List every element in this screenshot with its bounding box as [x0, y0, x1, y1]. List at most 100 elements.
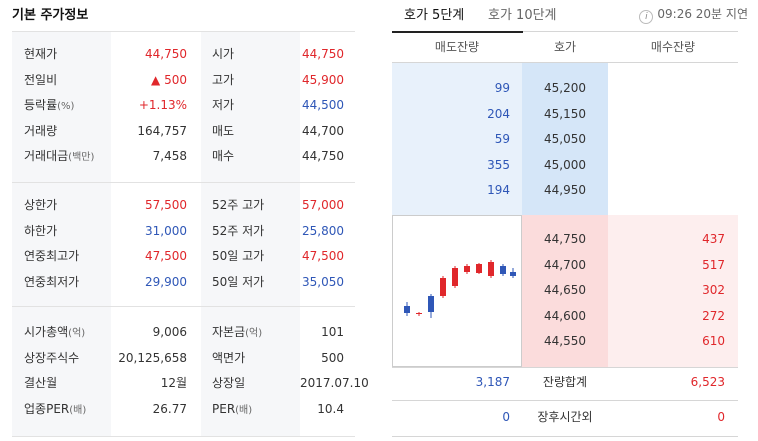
info-label: PER(배): [212, 397, 252, 423]
label-column-bg: [12, 183, 111, 306]
info-row: 상장주식수 20,125,658 액면가 500: [12, 346, 355, 371]
info-label: 연중최고가: [24, 244, 79, 270]
delay-notice: i 09:26 20분 지연: [639, 5, 748, 24]
info-label: 상한가: [24, 193, 57, 219]
info-value: 10.4: [317, 401, 344, 416]
info-value: 26.77: [152, 401, 187, 416]
bid-price[interactable]: 44,550: [544, 334, 586, 348]
info-icon[interactable]: i: [639, 10, 654, 24]
label-text: 연중최저가: [24, 274, 80, 289]
delay-text: 09:26 20분 지연: [657, 7, 748, 21]
bid-qty: 437: [702, 232, 725, 246]
info-value: 101: [321, 325, 344, 339]
label-unit: (배): [235, 404, 253, 416]
tab-orderbook-5[interactable]: 호가 5단계: [404, 8, 465, 23]
tab-orderbook-10[interactable]: 호가 10단계: [488, 8, 557, 23]
info-label: 50일 고가: [212, 244, 264, 270]
info-value: 57,500: [145, 198, 187, 212]
bid-qty: 517: [702, 257, 725, 272]
label-text: 52주 저가: [212, 223, 265, 238]
label-column-bg: [201, 183, 300, 306]
candle-body: [464, 266, 470, 272]
info-row: 연중최고가 47,500 50일 고가 47,500: [12, 244, 355, 269]
label-text: 시가총액: [24, 325, 69, 339]
bid-price[interactable]: 44,650: [544, 283, 586, 297]
info-value: 44,700: [302, 123, 344, 138]
label-text: 고가: [212, 72, 235, 87]
info-label: 상장일: [212, 371, 245, 397]
ask-qty: 59: [494, 132, 510, 146]
info-value: 2017.07.10: [300, 376, 369, 390]
label-column-bg: [201, 32, 300, 182]
section-divider: [12, 436, 355, 437]
info-row: 현재가 44,750 시가 44,750: [12, 42, 355, 67]
section-divider: [12, 182, 355, 183]
orderbook-bottom-line: [392, 367, 738, 368]
ask-price[interactable]: 45,050: [544, 132, 586, 146]
info-label: 매도: [212, 119, 234, 145]
section-divider: [12, 306, 355, 307]
label-text: 업종PER: [24, 401, 70, 416]
label-text: 등락률: [24, 98, 58, 112]
bid-price[interactable]: 44,600: [544, 308, 586, 323]
info-value: 47,500: [302, 249, 344, 263]
after-hours-label: 장후시간외: [537, 410, 593, 424]
info-label: 상장주식수: [24, 346, 79, 372]
info-label: 업종PER(배): [24, 397, 86, 423]
basic-stock-info-panel: 기본 주가정보 현재가 44,750 시가 44,750 전일비 ▲ 500 고가 45,90…: [12, 0, 369, 441]
info-value: 500: [321, 350, 344, 365]
info-row: 하한가 31,000 52주 저가 25,800: [12, 219, 355, 244]
info-row: 연중최저가 29,900 50일 저가 35,050: [12, 270, 355, 295]
label-column-bg: [12, 32, 111, 182]
ask-price[interactable]: 45,150: [544, 106, 586, 121]
label-text: 액면가: [212, 350, 246, 365]
ask-qty-bg: [392, 63, 522, 215]
bid-price[interactable]: 44,750: [544, 232, 586, 246]
info-label: 전일비: [24, 68, 57, 94]
info-value: 20,125,658: [118, 350, 187, 365]
label-unit: (%): [57, 101, 75, 112]
info-row: 거래대금(백만) 7,458 매수 44,750: [12, 144, 355, 169]
label-text: 52주 고가: [212, 198, 265, 212]
info-value: 44,750: [145, 47, 187, 61]
info-value: +1.13%: [138, 98, 187, 112]
info-label: 거래대금(백만): [24, 144, 94, 170]
info-row: 시가총액(억) 9,006 자본금(억) 101: [12, 320, 355, 345]
header-divider: [523, 31, 738, 32]
ask-price[interactable]: 44,950: [544, 183, 586, 197]
info-label: 하한가: [24, 219, 57, 245]
active-tab-underline: [392, 31, 523, 33]
label-text: 현재가: [24, 47, 58, 61]
info-value: 7,458: [152, 149, 187, 163]
ask-qty: 194: [487, 183, 510, 197]
label-text: 결산월: [24, 376, 58, 390]
label-text: 50일 저가: [212, 274, 265, 289]
mini-candlestick-chart: [392, 215, 522, 367]
label-text: 매수: [212, 149, 235, 163]
ask-price[interactable]: 45,200: [544, 81, 586, 95]
bid-qty: 272: [702, 308, 725, 323]
ask-qty: 99: [494, 81, 510, 95]
info-row: 전일비 ▲ 500 고가 45,900: [12, 68, 355, 93]
info-label: 52주 저가: [212, 219, 264, 245]
bid-price[interactable]: 44,700: [544, 257, 586, 272]
bottom-line: [392, 436, 738, 437]
info-label: 현재가: [24, 42, 57, 68]
bid-qty: 610: [702, 334, 725, 348]
info-label: 거래량: [24, 119, 57, 145]
ask-price[interactable]: 45,000: [544, 157, 586, 172]
after-bid-qty: 0: [717, 410, 725, 424]
after-ask-qty: 0: [502, 410, 510, 424]
candle-body: [476, 264, 482, 273]
total-label: 잔량합계: [542, 375, 588, 389]
label-unit: (배): [69, 404, 87, 416]
after-hours-divider: [392, 400, 738, 401]
info-value: 57,000: [302, 198, 344, 212]
label-text: 하한가: [24, 223, 58, 238]
label-text: 거래대금: [24, 149, 69, 163]
header-bottom-line: [392, 62, 738, 63]
info-label: 50일 저가: [212, 270, 264, 296]
info-label: 결산월: [24, 371, 57, 397]
candle-body: [510, 272, 516, 276]
info-row: 거래량 164,757 매도 44,700: [12, 119, 355, 144]
